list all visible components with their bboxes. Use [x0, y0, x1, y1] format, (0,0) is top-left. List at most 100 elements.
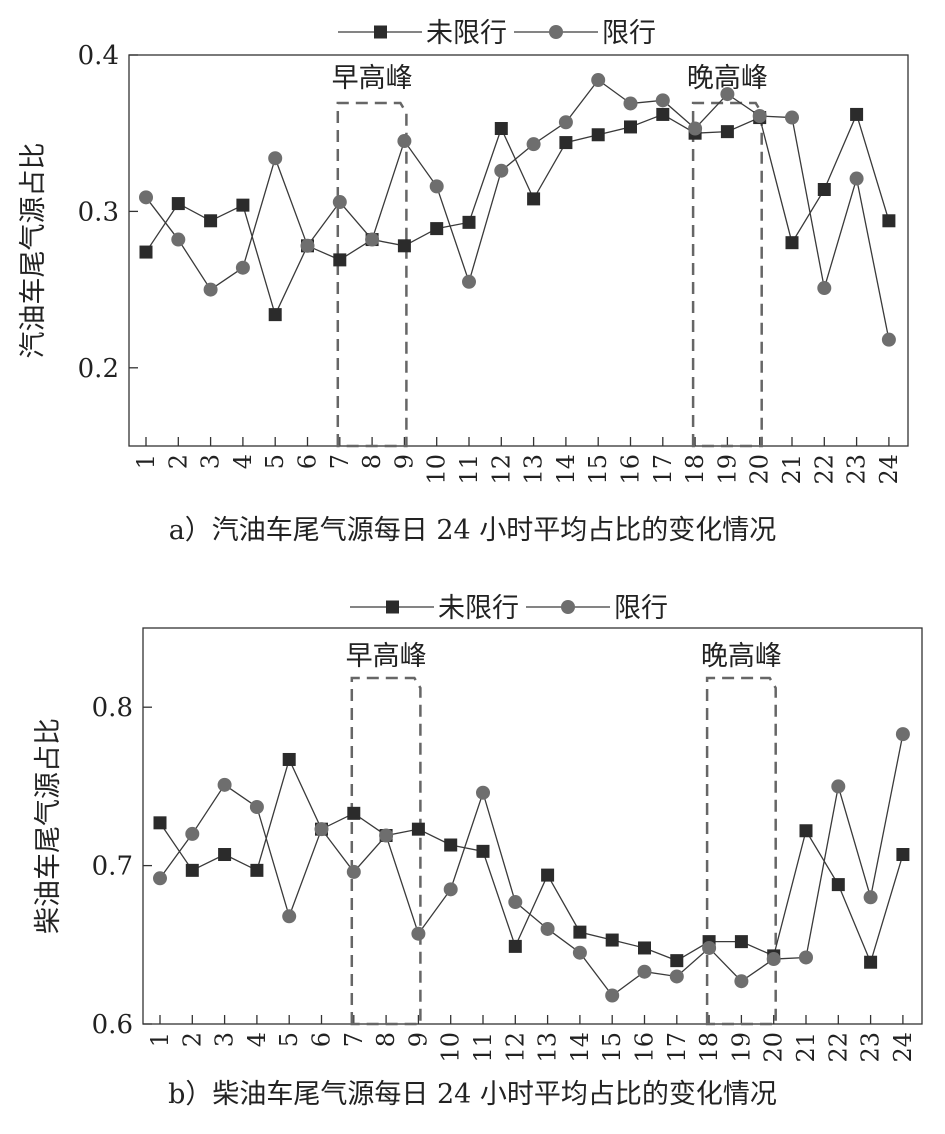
y-tick-label: 0.4	[78, 41, 119, 71]
data-point-square	[347, 806, 361, 820]
data-point-square	[430, 222, 444, 236]
y-tick-label: 0.2	[78, 354, 119, 384]
data-point-circle	[379, 828, 394, 843]
series-unrestricted	[153, 752, 910, 969]
x-tick-label: 5	[275, 1032, 303, 1047]
data-point-square	[799, 824, 813, 838]
data-point-square	[185, 863, 199, 877]
data-point-circle	[268, 151, 283, 166]
x-tick-label: 4	[243, 1032, 271, 1047]
data-point-circle	[623, 96, 638, 111]
data-point-circle	[494, 163, 509, 178]
legend-marker-circle	[561, 600, 575, 614]
data-point-circle	[249, 799, 264, 814]
peak-box-outline	[350, 676, 422, 1026]
x-tick-label: 21	[778, 454, 806, 485]
data-point-square	[171, 197, 185, 211]
x-tick-label: 9	[390, 454, 418, 469]
data-point-square	[559, 136, 573, 150]
data-point-circle	[365, 232, 380, 247]
data-point-circle	[591, 73, 606, 88]
x-tick-label: 23	[857, 1032, 885, 1063]
series-line	[145, 79, 890, 340]
data-point-square	[153, 816, 167, 830]
data-point-square	[864, 955, 878, 969]
y-tick-label: 0.3	[78, 197, 119, 227]
data-point-circle	[332, 195, 347, 210]
legend-label: 限行	[614, 593, 668, 624]
data-point-circle	[139, 190, 153, 205]
legend-label: 未限行	[426, 18, 507, 49]
peak-box-outline	[336, 101, 408, 448]
data-point-circle	[476, 785, 490, 800]
data-point-square	[397, 239, 411, 253]
x-tick-label: 18	[681, 454, 709, 485]
data-point-circle	[411, 926, 426, 941]
x-tick-label: 16	[617, 454, 645, 485]
data-point-square	[476, 844, 490, 858]
data-point-square	[333, 253, 347, 267]
x-tick-label: 12	[487, 454, 515, 485]
x-tick-label: 11	[469, 1032, 497, 1063]
x-tick-label: 9	[404, 1032, 432, 1047]
data-point-square	[734, 935, 748, 949]
peak-box-morning: 早高峰	[332, 63, 413, 448]
plot-area-frame	[128, 54, 909, 447]
data-point-circle	[734, 974, 749, 989]
legend: 未限行 限行	[350, 593, 668, 624]
x-tick-label: 15	[598, 1032, 626, 1063]
x-tick-label: 11	[455, 454, 483, 485]
data-point-circle	[443, 882, 458, 897]
data-point-square	[831, 878, 845, 892]
data-point-circle	[508, 895, 523, 910]
peak-label: 晚高峰	[701, 641, 782, 672]
x-tick-label: 10	[423, 454, 451, 485]
data-point-circle	[849, 171, 864, 186]
data-point-circle	[300, 238, 315, 253]
legend-marker-square	[374, 25, 387, 39]
data-point-square	[541, 868, 555, 882]
data-point-square	[268, 308, 282, 322]
x-tick-label: 19	[727, 1032, 755, 1063]
data-point-square	[204, 214, 218, 228]
peak-box-outline	[705, 676, 777, 1026]
data-point-circle	[429, 179, 444, 194]
series-line	[159, 734, 904, 997]
series-restricted	[153, 727, 910, 1003]
data-point-circle	[766, 952, 781, 967]
data-point-circle	[462, 274, 476, 289]
series-unrestricted	[139, 107, 896, 322]
data-point-circle	[540, 921, 555, 936]
series-restricted	[139, 73, 896, 347]
series-line	[159, 757, 904, 965]
data-point-circle	[785, 110, 799, 125]
series-line	[145, 112, 890, 317]
data-point-circle	[720, 87, 735, 102]
data-point-square	[817, 183, 831, 197]
data-point-circle	[346, 864, 361, 879]
data-point-square	[573, 925, 587, 939]
data-point-circle	[831, 779, 846, 794]
data-point-square	[218, 848, 232, 862]
data-point-circle	[153, 871, 167, 886]
legend: 未限行 限行	[338, 18, 656, 49]
data-point-circle	[655, 93, 670, 108]
data-point-square	[850, 107, 864, 121]
x-tick-label: 18	[695, 1032, 723, 1063]
chart-a-svg: 0.20.30.41 2 3 4 5 6 7 8 9 10 11 12 13 14 15 16 17 18 19 20…	[18, 18, 909, 485]
chart-b-svg: 0.60.70.81 2 3 4 5 6 7 8 9 10 11 12 13 14 15 16 17 18 19 20…	[33, 593, 923, 1063]
x-tick-label: 23	[843, 454, 871, 485]
x-tick-label: 24	[889, 1032, 917, 1063]
data-point-square	[591, 128, 605, 142]
x-tick-label: 22	[824, 1032, 852, 1063]
data-point-circle	[572, 945, 587, 960]
data-point-circle	[314, 822, 329, 837]
data-point-square	[605, 933, 619, 947]
legend-label: 限行	[602, 18, 656, 49]
data-point-circle	[282, 909, 297, 924]
y-tick-label: 0.6	[92, 1010, 133, 1040]
data-point-square	[444, 838, 458, 852]
x-tick-label: 3	[211, 1032, 239, 1047]
peak-box-morning: 早高峰	[346, 641, 427, 1026]
data-point-square	[670, 954, 684, 968]
